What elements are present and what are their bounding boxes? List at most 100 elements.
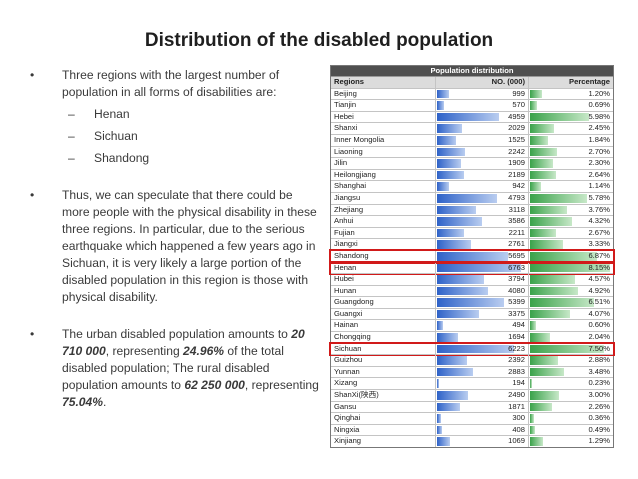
region-cell: Hainan [331,320,436,332]
region-cell: Xinjiang [331,436,436,447]
region-sublist: – Henan – Sichuan – Shandong [68,106,322,167]
table-row: Beijing 999 1.20% [331,87,613,100]
number-cell: 1694 [436,332,529,343]
sub-item-label: Sichuan [94,129,138,143]
table-row: Hunan 4080 4.92% [331,284,613,297]
percentage-value: 1.20% [588,88,610,98]
percentage-data-bar [530,193,587,203]
number-cell: 6223 [436,343,529,355]
percentage-data-bar [530,205,567,215]
percentage-value: 1.14% [588,181,610,191]
table-row: Gansu 1871 2.26% [331,400,613,413]
percentage-value: 3.00% [588,390,610,400]
region-cell: Hebei [331,111,436,123]
bullet-largest-regions: • Three regions with the largest number … [30,67,322,167]
number-cell: 5695 [436,250,529,262]
region-cell: Shanxi [331,123,436,134]
number-value: 5399 [508,297,525,307]
number-value: 4080 [508,285,525,295]
number-data-bar [437,367,473,377]
region-cell: Qinghai [331,413,436,424]
percentage-cell: 4.07% [529,309,613,320]
number-value: 2242 [508,146,525,156]
number-cell: 2883 [436,366,529,378]
number-cell: 300 [436,413,529,424]
number-value: 1069 [508,436,525,446]
percentage-data-bar [530,89,542,99]
number-cell: 1871 [436,401,529,413]
percentage-data-bar [530,344,604,354]
bullet-marker: • [30,188,35,202]
percentage-value: 2.67% [588,227,610,237]
number-value: 2211 [508,227,525,237]
region-cell: Guizhou [331,355,436,366]
number-data-bar [437,159,461,168]
number-cell: 194 [436,378,529,390]
percentage-cell: 1.84% [529,135,613,146]
sub-item: – Henan [68,107,130,121]
percentage-value: 4.57% [588,274,610,284]
region-cell: Anhui [331,216,436,227]
number-data-bar [437,170,465,180]
urban-percentage-value: 24.96% [183,344,225,358]
percentage-data-bar [530,240,563,249]
number-data-bar [437,344,515,354]
number-value: 2189 [508,169,525,179]
percentage-data-bar [530,298,594,307]
number-cell: 2242 [436,146,529,158]
number-data-bar [437,251,508,261]
percentage-cell: 8.15% [529,263,613,274]
number-value: 4959 [508,111,525,121]
table-row: Heilongjiang 2189 2.64% [331,168,613,181]
region-cell: Ningxia [331,424,436,436]
region-cell: Sichuan [331,343,436,355]
region-cell: Guangxi [331,308,436,320]
percentage-cell: 7.50% [529,344,613,355]
table-row: Xinjiang 1069 1.29% [331,435,613,447]
region-cell: Jilin [331,158,436,169]
number-value: 1525 [508,134,525,144]
number-cell: 2761 [436,239,529,250]
table-row: Anhui 3586 4.32% [331,215,613,227]
number-value: 2490 [508,390,525,400]
percentage-data-bar [530,391,560,400]
table-row: Zhejiang 3118 3.76% [331,203,613,216]
table-row: Hainan 494 0.60% [331,319,613,332]
percentage-data-bar [530,112,589,122]
percentage-data-bar [530,135,549,145]
percentage-data-bar [530,414,534,423]
percentage-data-bar [530,159,553,168]
number-value: 1909 [508,158,525,168]
percentage-value: 1.84% [588,134,610,144]
table-header-row: Regions NO. (000) Percentage [331,76,613,88]
percentage-cell: 2.88% [529,355,613,366]
percentage-data-bar [530,170,556,180]
number-value: 2761 [508,239,525,249]
percentage-cell: 0.69% [529,100,613,111]
percentage-cell: 2.70% [529,147,613,158]
region-cell: Inner Mongolia [331,134,436,146]
table-row: Yunnan 2883 3.48% [331,365,613,378]
number-data-bar [437,193,497,203]
percentage-value: 2.45% [588,123,610,133]
percentage-cell: 2.26% [529,402,613,413]
table-row: Guangxi 3375 4.07% [331,307,613,320]
percentage-data-bar [530,321,536,331]
region-cell: Heilongjiang [331,169,436,181]
number-cell: 408 [436,424,529,436]
number-data-bar [437,89,450,99]
percentage-cell: 2.04% [529,332,613,343]
percentage-cell: 2.45% [529,123,613,134]
percentage-data-bar [530,228,557,238]
bullet-urban-rural: • The urban disabled population amounts … [30,326,322,411]
percentage-cell: 1.14% [529,181,613,192]
table-row: Inner Mongolia 1525 1.84% [331,133,613,146]
bullet-text-part: , representing [244,378,319,392]
table-row: Fujian 2211 2.67% [331,226,613,239]
table-row: Liaoning 2242 2.70% [331,145,613,158]
percentage-cell: 4.32% [529,216,613,227]
region-cell: Shandong [331,250,436,262]
number-value: 2029 [508,123,525,133]
number-cell: 3794 [436,274,529,285]
table-row: Guangdong 5399 6.51% [331,296,613,308]
